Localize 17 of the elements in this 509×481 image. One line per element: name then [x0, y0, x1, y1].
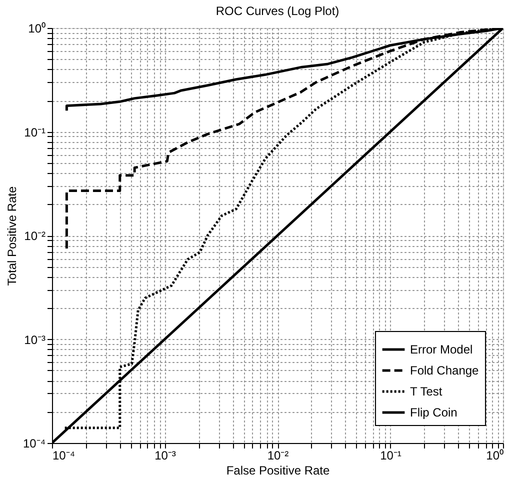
- y-tick-label: 10⁻²: [24, 229, 46, 243]
- x-axis-title: False Positive Rate: [226, 464, 330, 478]
- y-tick-label: 10⁻¹: [24, 125, 46, 140]
- y-axis-title: Total Positive Rate: [4, 186, 19, 286]
- x-tick-label: 10⁻¹: [380, 448, 402, 462]
- legend-label: Flip Coin: [410, 406, 458, 420]
- legend-label: Fold Change: [410, 364, 480, 378]
- x-tick-label: 10⁻⁴: [52, 448, 76, 462]
- legend-label: Error Model: [410, 342, 473, 356]
- y-tick-label: 10⁻⁴: [22, 436, 46, 450]
- y-tick-label: 10⁰: [28, 22, 46, 36]
- x-tick-label: 10⁻³: [154, 448, 176, 462]
- y-tick-label: 10⁻³: [24, 332, 46, 347]
- x-tick-label: 10⁻²: [267, 448, 289, 462]
- chart-title: ROC Curves (Log Plot): [216, 4, 340, 18]
- legend-label: T Test: [410, 384, 443, 398]
- x-tick-label: 10⁰: [486, 448, 504, 462]
